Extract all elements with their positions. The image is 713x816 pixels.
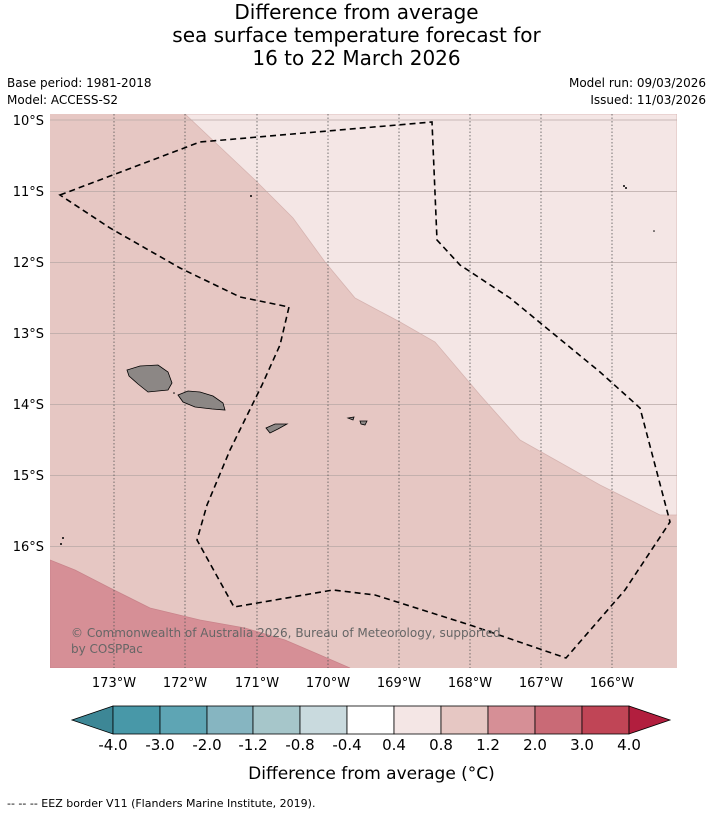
colorbar-bin-6 xyxy=(393,705,442,735)
colorbar-tick-label: -0.8 xyxy=(285,736,315,754)
model-name: Model: ACCESS-S2 xyxy=(7,93,119,107)
longitude-labels: 173°W 172°W 171°W 170°W 169°W 168°W 167°… xyxy=(92,676,634,691)
colorbar-tick-label: -3.0 xyxy=(145,736,175,754)
colorbar xyxy=(70,705,672,735)
colorbar-tick-label: 2.0 xyxy=(523,736,547,754)
savaii-island xyxy=(126,364,173,393)
lat-label-11s: 11°S xyxy=(13,185,44,200)
latitude-labels: 10°S 11°S 12°S 13°S 14°S 15°S 16°S xyxy=(13,114,44,555)
colorbar-title: Difference from average (°C) xyxy=(248,764,495,784)
title-line-2: sea surface temperature forecast for xyxy=(172,23,541,47)
lon-label-173w: 173°W xyxy=(92,676,136,691)
colorbar-under-arrow xyxy=(70,705,114,735)
manua-island-2 xyxy=(359,420,368,426)
colorbar-tick-label: 3.0 xyxy=(570,736,594,754)
title-line-1: Difference from average xyxy=(234,0,479,24)
longitude-grid xyxy=(113,114,613,668)
upolu-island xyxy=(177,390,226,411)
colorbar-tick-label: 0.4 xyxy=(382,736,406,754)
lon-label-171w: 171°W xyxy=(235,676,279,691)
islands xyxy=(126,364,368,434)
copyright-line-2: by COSPPac xyxy=(71,642,143,656)
colorbar-bin-5 xyxy=(346,705,395,735)
tutuila-island xyxy=(265,423,289,434)
lon-label-167w: 167°W xyxy=(519,676,563,691)
lon-label-168w: 168°W xyxy=(448,676,492,691)
colorbar-tick-label: 1.2 xyxy=(476,736,500,754)
colorbar-tick-label: -1.2 xyxy=(238,736,268,754)
colorbar-tick-label: 4.0 xyxy=(617,736,641,754)
colorbar-tick-label: -0.4 xyxy=(332,736,362,754)
issued-date: Issued: 11/03/2026 xyxy=(590,93,706,107)
lat-label-16s: 16°S xyxy=(13,540,44,555)
colorbar-bin-9 xyxy=(534,705,583,735)
base-period: Base period: 1981-2018 xyxy=(7,76,152,90)
lat-label-10s: 10°S xyxy=(13,114,44,129)
model-run: Model run: 09/03/2026 xyxy=(568,76,706,90)
lon-label-172w: 172°W xyxy=(163,676,207,691)
lon-label-170w: 170°W xyxy=(306,676,350,691)
colorbar-tick-label: -4.0 xyxy=(98,736,128,754)
eez-border xyxy=(58,121,671,659)
colorbar-bin-1 xyxy=(159,705,208,735)
map-area: © Commonwealth of Australia 2026, Bureau… xyxy=(50,114,677,668)
anomaly-region-north-east xyxy=(184,114,677,516)
lat-label-15s: 15°S xyxy=(13,469,44,484)
title-line-3: 16 to 22 March 2026 xyxy=(252,46,461,70)
colorbar-tick-label: 0.8 xyxy=(429,736,453,754)
colorbar-bin-4 xyxy=(299,705,348,735)
manua-island-1 xyxy=(346,416,355,421)
colorbar-bin-7 xyxy=(440,705,489,735)
colorbar-bin-2 xyxy=(206,705,254,735)
colorbar-over-arrow xyxy=(628,705,672,735)
eez-legend: -- -- -- EEZ border V11 (Flanders Marine… xyxy=(7,797,316,810)
lon-label-169w: 169°W xyxy=(377,676,421,691)
lon-label-166w: 166°W xyxy=(590,676,634,691)
lat-label-13s: 13°S xyxy=(13,327,44,342)
anomaly-region-south-west xyxy=(50,559,351,668)
latitude-grid xyxy=(50,119,677,547)
colorbar-tick-label: -2.0 xyxy=(192,736,222,754)
colorbar-bin-3 xyxy=(252,705,301,735)
copyright-line-1: © Commonwealth of Australia 2026, Bureau… xyxy=(71,626,501,640)
colorbar-bin-8 xyxy=(487,705,536,735)
lat-label-12s: 12°S xyxy=(13,256,44,271)
colorbar-bin-10 xyxy=(581,705,630,735)
colorbar-bin-0 xyxy=(112,705,161,735)
small-islets xyxy=(60,185,655,545)
lat-label-14s: 14°S xyxy=(13,398,44,413)
